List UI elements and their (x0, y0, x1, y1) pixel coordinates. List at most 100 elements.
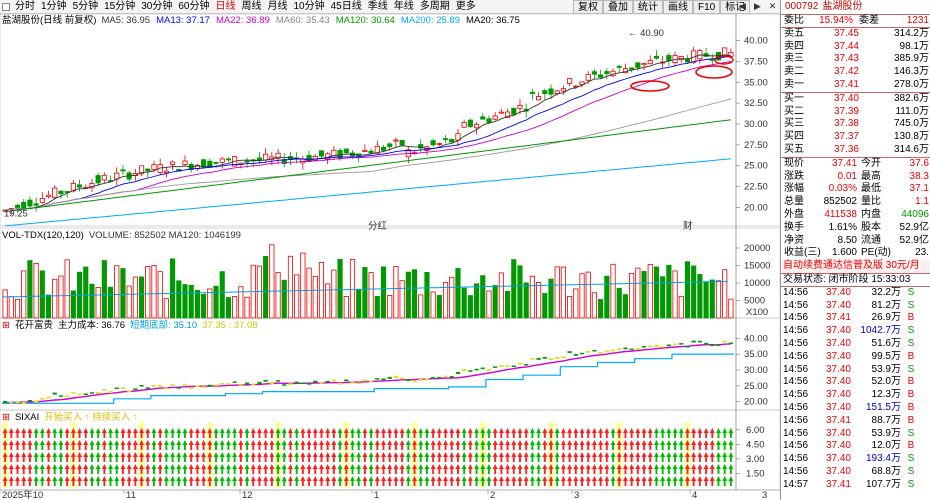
period-tab[interactable]: 季线 (367, 0, 388, 12)
sixai-arrow (225, 440, 231, 450)
ask-row: 卖三 37.43 385.9万 (781, 53, 930, 66)
sixai-arrow (219, 440, 225, 450)
sixai-arrow (157, 464, 163, 474)
promo-banner[interactable]: 自动续费通达信普及版 30元/月 (781, 260, 930, 273)
sixai-arrow (356, 464, 362, 474)
sixai-arrow (325, 464, 331, 474)
sixai-arrow (8, 440, 14, 450)
sixai-arrow (27, 452, 33, 462)
stat-row: 外盘 411538 内盘 44096 (781, 209, 930, 222)
hf-bar (393, 375, 399, 378)
sixai-arrow (424, 476, 430, 486)
toolbar-button[interactable]: F10 (693, 0, 721, 14)
period-tab[interactable]: 日线 (215, 0, 236, 12)
hf-bar (127, 390, 132, 393)
sixai-arrow (542, 452, 548, 462)
window-controls: ◀ ▶ ✕ (735, 0, 780, 14)
sixai-arrow (157, 440, 163, 450)
candle-body (151, 164, 157, 170)
toolbar-checkbox[interactable] (2, 2, 10, 11)
sixai-arrow (722, 440, 728, 450)
chart-canvas[interactable]: 40.00 37.50 35.00 32.50 30.00 27.50 25.00 22.50… (0, 0, 780, 500)
sixai-arrow (728, 476, 734, 486)
toolbar-button[interactable]: 标记 (720, 0, 751, 14)
hf-bar (648, 345, 653, 348)
tick-volume: 32.2万 (871, 286, 901, 298)
period-tab[interactable]: 10分钟 (293, 0, 325, 12)
sixai-arrow (641, 440, 647, 450)
sixai-arrow (70, 440, 76, 450)
period-tab[interactable]: 周线 (241, 0, 262, 12)
sixai-arrow (703, 440, 709, 450)
sixai-arrow (660, 428, 666, 438)
stat-label: PE(动) (861, 247, 891, 259)
hf-bar (337, 382, 343, 385)
tick-list: 14:56 37.40 32.2万 S 14:56 37.40 81.2万 S 14:56 37.… (781, 285, 930, 492)
sixai-arrow (622, 452, 628, 462)
stat-value: 37.41 (831, 157, 857, 169)
period-tab[interactable]: 多周期 (419, 0, 450, 12)
sixai-arrow (542, 464, 548, 474)
sixai-arrow (15, 428, 20, 438)
sixai-arrow (622, 440, 628, 450)
volume-bar (492, 285, 498, 319)
sixai-arrow (517, 440, 523, 450)
sixai-arrow (244, 428, 250, 438)
next-icon[interactable]: ▶ (754, 1, 761, 11)
period-tab[interactable]: 5分钟 (72, 0, 99, 12)
candle-body (616, 65, 622, 68)
volume-bar (331, 269, 337, 319)
tick-volume: 107.7万 (865, 478, 901, 490)
sixai-arrow (672, 452, 678, 462)
candle-body (399, 139, 405, 146)
period-tab[interactable]: 15分钟 (104, 0, 136, 12)
period-tab[interactable]: 更多 (455, 0, 476, 12)
hf-bar (15, 401, 20, 404)
period-tab[interactable]: 月线 (267, 0, 288, 12)
volume-bar (610, 263, 616, 319)
toolbar-button[interactable]: 画线 (663, 0, 693, 14)
sixai-arrow (64, 464, 70, 474)
sixai-arrow (312, 452, 318, 462)
sixai-arrow (83, 452, 89, 462)
volume-bar (517, 265, 523, 319)
sixai-arrow (300, 476, 306, 486)
tick-row: 14:56 37.40 51.6万 S (781, 338, 930, 351)
sixai-arrow (194, 428, 200, 438)
sixai-arrow (15, 464, 20, 474)
sixai-arrow (579, 440, 585, 450)
toolbar-button[interactable]: 叠加 (603, 0, 633, 14)
main-chart-title: 盐湖股份(日线 前复权) (2, 15, 97, 26)
tick-side: B (907, 389, 915, 401)
toolbar-button[interactable]: 统计 (633, 0, 663, 14)
prev-icon[interactable]: ◀ (739, 1, 746, 11)
period-tab[interactable]: 45日线 (330, 0, 362, 12)
sixai-arrow (616, 428, 622, 438)
ma60-line (5, 98, 732, 211)
sixai-arrow (498, 440, 504, 450)
toolbar-button[interactable]: 复权 (573, 0, 603, 14)
period-tab[interactable]: 30分钟 (141, 0, 173, 12)
sixai-arrow (536, 476, 542, 486)
sixai-arrow (511, 428, 517, 438)
sixai-arrow (108, 464, 114, 474)
sixai-arrow (219, 476, 225, 486)
hf-bar (344, 379, 349, 382)
sixai-arrow (213, 476, 219, 486)
period-tab[interactable]: 分时 (15, 0, 35, 12)
period-tab[interactable]: 1分钟 (41, 0, 67, 12)
bid-volume: 382.6万 (893, 92, 929, 104)
sixai-arrow (635, 428, 641, 438)
tick-price: 37.40 (825, 465, 851, 477)
sixai-arrow (263, 476, 269, 486)
sixai-arrow (641, 428, 647, 438)
tick-time: 14:56 (783, 453, 809, 465)
sixai-arrow (449, 452, 455, 462)
sixai-arrow (492, 464, 498, 474)
period-tab[interactable]: 60分钟 (178, 0, 210, 12)
bid-row: 买五 37.36 314.6万 (781, 144, 930, 157)
period-tab[interactable]: 年线 (393, 0, 414, 12)
sixai-arrow (232, 464, 238, 474)
close-icon[interactable]: ✕ (768, 1, 777, 11)
hf-bar (517, 362, 523, 365)
